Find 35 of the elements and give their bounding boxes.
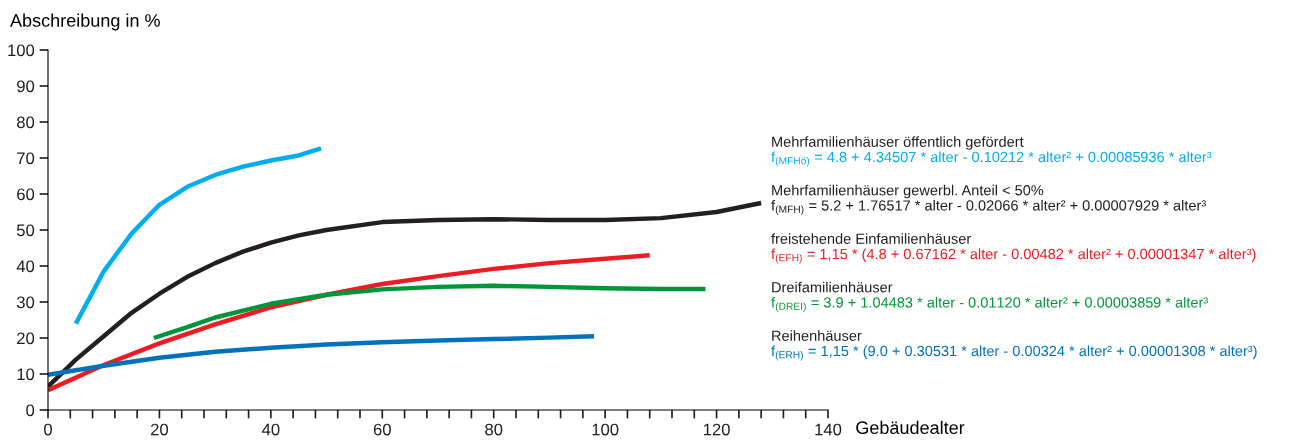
annotation: f$_{(MFHö)}$ = 4.8 + 4.34507 * alter - 0.10212 * alter² + 0.00085936 * alter³ <box>771 151 1212 167</box>
text: Reihenhäuser <box>772 330 862 341</box>
x-tick-label: 60 <box>373 423 391 436</box>
series-label: Mehrfamilienhäuser gewerbl. Anteil < 50% <box>772 184 1044 199</box>
y-tick-label: 20 <box>17 332 35 345</box>
x-tick-label: 40 <box>261 423 280 436</box>
x-tick-label: 0 <box>44 423 52 436</box>
line-series <box>73 146 324 326</box>
text: Mehrfamilienhäuser öffentlich gefördert <box>772 136 1024 150</box>
y-axis-title: Abschreibung in % <box>10 13 160 31</box>
y-tick-label: 0 <box>26 404 35 417</box>
y-tick-label: 10 <box>17 368 35 381</box>
x-tick-label: 100 <box>592 423 619 436</box>
x-tick-label: 140 <box>815 423 842 436</box>
annotation: f$_{(ERH)}$ = 1,15 * (9.0 + 0.30531 * alter - 0.00324 * alter² + 0.00001308 * alter³) <box>771 345 1257 361</box>
y-tick-label: 80 <box>16 116 35 129</box>
y-tick-label: 50 <box>16 224 35 237</box>
text: Dreifamilienhäuser <box>772 281 893 293</box>
line-series <box>48 333 597 377</box>
y-tick-label: 90 <box>17 80 35 93</box>
text: freistehende Einfamilienhäuser <box>771 233 971 244</box>
annotation: f$_{(EFH)}$ = 1,15 * (4.8 + 0.67162 * alter - 0.00482 * alter² + 0.00001347 * alter³) <box>771 248 1256 264</box>
line-series <box>48 200 764 389</box>
x-tick-label: 20 <box>151 423 169 436</box>
x-axis-title: Gebäudealter <box>856 420 965 435</box>
y-tick-label: 30 <box>16 296 35 309</box>
x-tick-label: 80 <box>485 423 503 436</box>
y-tick-label: 100 <box>8 44 35 57</box>
y-tick-label: 60 <box>17 188 35 201</box>
y-tick-label: 70 <box>17 152 35 165</box>
x-tick-label: 120 <box>703 423 730 436</box>
y-tick-label: 40 <box>16 260 35 273</box>
annotation: f$_{(DREI)}$ = 3.9 + 1.04483 * alter - 0.01120 * alter² + 0.00003859 * alter³ <box>771 296 1208 312</box>
annotation: f$_{(MFH)}$ = 5.2 + 1.76517 * alter - 0.02066 * alter² + 0.00007929 * alter³ <box>771 199 1206 215</box>
line-series <box>151 283 708 341</box>
